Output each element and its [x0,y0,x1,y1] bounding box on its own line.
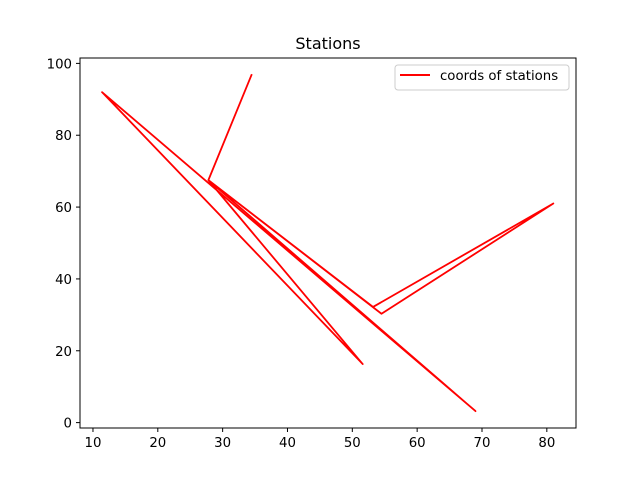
chart-title: Stations [295,34,360,53]
x-axis: 10 20 30 40 50 60 70 80 [85,428,555,451]
legend: coords of stations [394,64,570,91]
y-tick-label: 0 [64,417,72,432]
y-axis: 0 20 40 60 80 100 [47,57,80,432]
x-tick-label: 50 [344,436,361,451]
x-tick-label: 70 [474,436,491,451]
x-tick-label: 60 [409,436,426,451]
x-tick-label: 10 [85,436,102,451]
x-tick-label: 20 [149,436,166,451]
legend-label: coords of stations [440,69,558,84]
y-tick-label: 40 [55,273,72,288]
plot-frame [79,57,577,429]
x-tick-label: 80 [538,436,555,451]
legend-box [394,64,570,91]
x-tick-label: 30 [214,436,231,451]
x-tick-label: 40 [279,436,296,451]
y-tick-label: 100 [47,57,72,72]
series-layer [101,73,555,413]
y-tick-label: 60 [55,201,72,216]
series-line-0 [101,73,555,413]
y-tick-label: 20 [55,345,72,360]
y-tick-label: 80 [55,129,72,144]
